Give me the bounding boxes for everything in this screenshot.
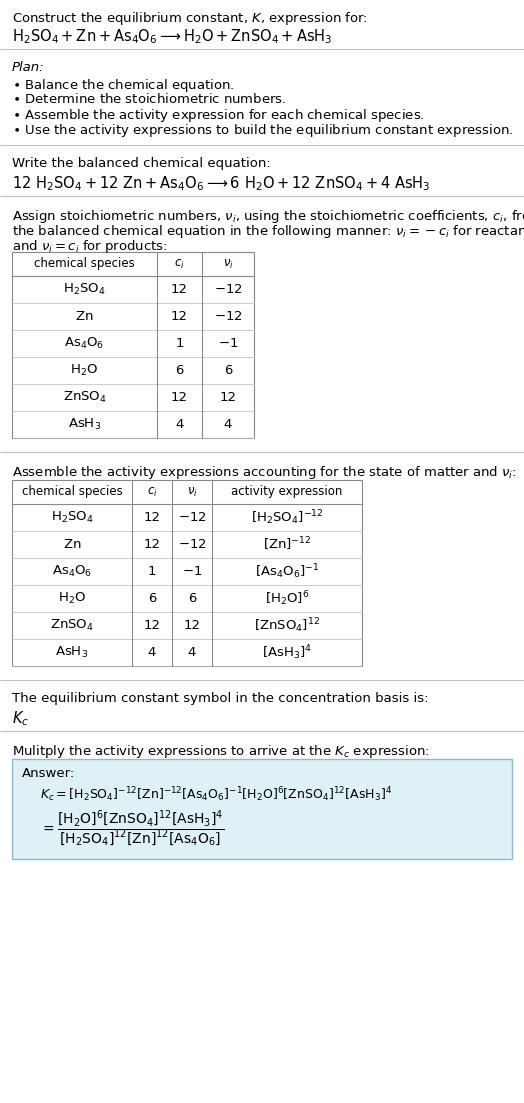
Text: $\mathrm{Zn}$: $\mathrm{Zn}$ [75, 310, 94, 323]
Text: $\mathrm{H_2O}$: $\mathrm{H_2O}$ [70, 363, 99, 378]
Text: 12: 12 [171, 390, 188, 404]
Text: 6: 6 [148, 592, 156, 606]
Text: chemical species: chemical species [34, 257, 135, 270]
Text: 12: 12 [144, 538, 160, 552]
Text: 12: 12 [144, 511, 160, 524]
Text: $[\mathrm{H_2O}]^{6}$: $[\mathrm{H_2O}]^{6}$ [265, 589, 309, 608]
Bar [12, 251, 254, 438]
Text: $\mathrm{ZnSO_4}$: $\mathrm{ZnSO_4}$ [62, 390, 106, 405]
Text: 6: 6 [188, 592, 196, 606]
Text: $K_c$: $K_c$ [12, 709, 29, 728]
Text: 12: 12 [144, 619, 160, 632]
Text: $\mathrm{As_4O_6}$: $\mathrm{As_4O_6}$ [52, 564, 92, 579]
Text: activity expression: activity expression [231, 485, 343, 499]
Text: $\mathrm{ZnSO_4}$: $\mathrm{ZnSO_4}$ [50, 618, 94, 633]
Text: The equilibrium constant symbol in the concentration basis is:: The equilibrium constant symbol in the c… [12, 692, 429, 705]
Text: $c_i$: $c_i$ [147, 485, 157, 499]
Text: $\mathrm{H_2SO_4}$: $\mathrm{H_2SO_4}$ [63, 282, 106, 297]
Text: $\mathrm{As_4O_6}$: $\mathrm{As_4O_6}$ [64, 336, 105, 351]
Text: $-12$: $-12$ [214, 310, 242, 323]
Text: the balanced chemical equation in the following manner: $\nu_i = -c_i$ for react: the balanced chemical equation in the fo… [12, 223, 524, 240]
Text: $\mathrm{H_2SO_4}$: $\mathrm{H_2SO_4}$ [51, 510, 93, 525]
Text: $-12$: $-12$ [178, 511, 206, 524]
Text: $= \dfrac{[\mathrm{H_2O}]^{6} [\mathrm{ZnSO_4}]^{12} [\mathrm{AsH_3}]^{4}}{[\mat: $= \dfrac{[\mathrm{H_2O}]^{6} [\mathrm{Z… [40, 808, 225, 849]
Text: Plan:: Plan: [12, 61, 45, 74]
Text: $-12$: $-12$ [178, 538, 206, 552]
Text: $-1$: $-1$ [182, 565, 202, 578]
Text: Assign stoichiometric numbers, $\nu_i$, using the stoichiometric coefficients, $: Assign stoichiometric numbers, $\nu_i$, … [12, 208, 524, 225]
Text: 4: 4 [224, 418, 232, 431]
Text: 4: 4 [148, 646, 156, 658]
Text: $[\mathrm{H_2SO_4}]^{-12}$: $[\mathrm{H_2SO_4}]^{-12}$ [250, 508, 323, 527]
Text: 6: 6 [224, 364, 232, 377]
Text: $\mathrm{AsH_3}$: $\mathrm{AsH_3}$ [56, 645, 89, 660]
Text: $\nu_i$: $\nu_i$ [223, 257, 233, 270]
Text: $[\mathrm{AsH_3}]^{4}$: $[\mathrm{AsH_3}]^{4}$ [262, 643, 312, 662]
Text: $c_i$: $c_i$ [174, 257, 185, 270]
Text: 12: 12 [220, 390, 236, 404]
Text: 4: 4 [188, 646, 196, 658]
Text: 12: 12 [171, 283, 188, 296]
Text: $\bullet$ Use the activity expressions to build the equilibrium constant express: $\bullet$ Use the activity expressions t… [12, 122, 514, 139]
Text: 12: 12 [183, 619, 201, 632]
Text: Assemble the activity expressions accounting for the state of matter and $\nu_i$: Assemble the activity expressions accoun… [12, 464, 517, 481]
Text: 4: 4 [176, 418, 184, 431]
Text: Construct the equilibrium constant, $K$, expression for:: Construct the equilibrium constant, $K$,… [12, 10, 368, 26]
Text: $-1$: $-1$ [218, 338, 238, 350]
Text: $\nu_i$: $\nu_i$ [187, 485, 198, 499]
Text: Write the balanced chemical equation:: Write the balanced chemical equation: [12, 157, 271, 170]
Text: $-12$: $-12$ [214, 283, 242, 296]
Text: Mulitply the activity expressions to arrive at the $K_c$ expression:: Mulitply the activity expressions to arr… [12, 743, 430, 760]
Text: $[\mathrm{As_4O_6}]^{-1}$: $[\mathrm{As_4O_6}]^{-1}$ [255, 563, 319, 581]
Text: $\mathrm{12\ H_2SO_4 + 12\ Zn + As_4O_6 \longrightarrow 6\ H_2O + 12\ ZnSO_4 + 4: $\mathrm{12\ H_2SO_4 + 12\ Zn + As_4O_6 … [12, 174, 431, 193]
Text: $K_c = [\mathrm{H_2SO_4}]^{-12} [\mathrm{Zn}]^{-12} [\mathrm{As_4O_6}]^{-1} [\ma: $K_c = [\mathrm{H_2SO_4}]^{-12} [\mathrm… [40, 785, 392, 804]
Text: chemical species: chemical species [21, 485, 123, 499]
Text: $\mathrm{AsH_3}$: $\mathrm{AsH_3}$ [68, 417, 101, 432]
Text: $[\mathrm{ZnSO_4}]^{12}$: $[\mathrm{ZnSO_4}]^{12}$ [254, 617, 320, 635]
Text: 1: 1 [148, 565, 156, 578]
Text: Answer:: Answer: [22, 767, 75, 780]
Text: $\bullet$ Assemble the activity expression for each chemical species.: $\bullet$ Assemble the activity expressi… [12, 107, 424, 124]
Text: $\mathrm{Zn}$: $\mathrm{Zn}$ [63, 538, 81, 552]
Bar [12, 480, 362, 666]
Text: 12: 12 [171, 310, 188, 323]
Bar [12, 759, 512, 859]
Text: and $\nu_i = c_i$ for products:: and $\nu_i = c_i$ for products: [12, 238, 168, 255]
Text: $\bullet$ Determine the stoichiometric numbers.: $\bullet$ Determine the stoichiometric n… [12, 92, 287, 106]
Text: $[\mathrm{Zn}]^{-12}$: $[\mathrm{Zn}]^{-12}$ [263, 536, 311, 554]
Text: $\mathrm{H_2O}$: $\mathrm{H_2O}$ [58, 591, 86, 606]
Text: 6: 6 [176, 364, 184, 377]
Text: 1: 1 [175, 338, 184, 350]
Text: $\bullet$ Balance the chemical equation.: $\bullet$ Balance the chemical equation. [12, 77, 234, 94]
Text: $\mathrm{H_2SO_4 + Zn + As_4O_6 \longrightarrow H_2O + ZnSO_4 + AsH_3}$: $\mathrm{H_2SO_4 + Zn + As_4O_6 \longrig… [12, 26, 332, 45]
